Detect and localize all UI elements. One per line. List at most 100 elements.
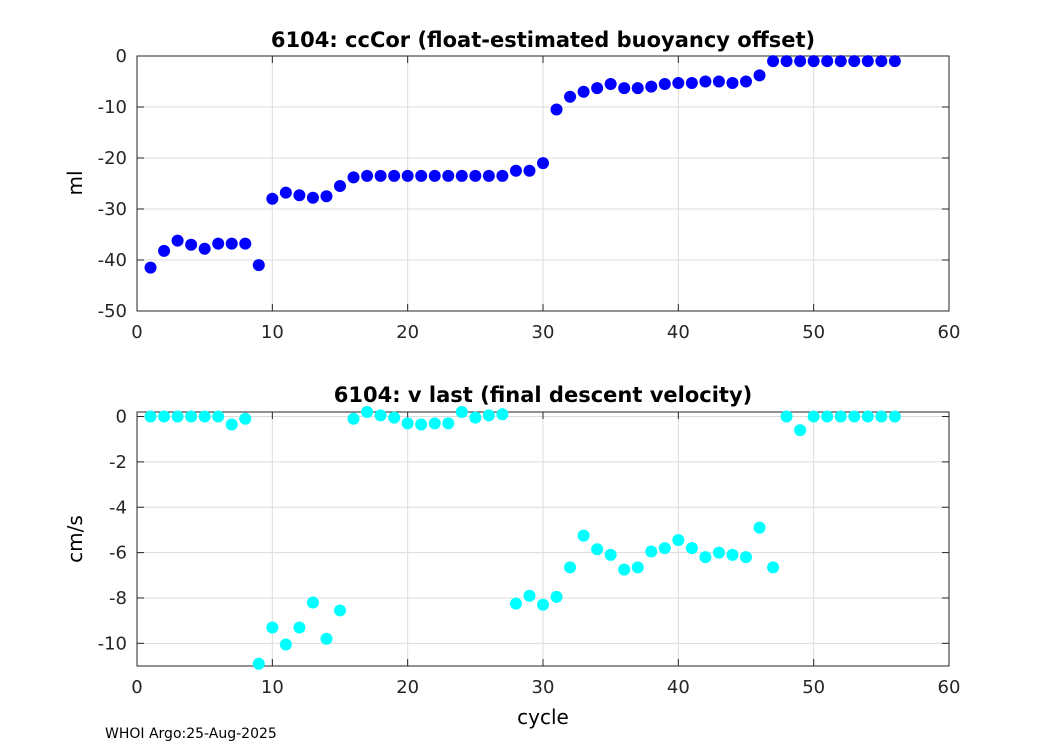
data-point	[645, 545, 658, 558]
data-point	[875, 55, 888, 68]
data-point	[469, 411, 482, 424]
y-tick-label: 0	[116, 407, 127, 428]
y-tick-label: -2	[109, 452, 127, 473]
x-tick-label: 30	[532, 322, 555, 343]
data-point	[374, 169, 387, 182]
data-point	[442, 169, 455, 182]
data-point	[401, 417, 414, 430]
data-point	[726, 77, 739, 90]
x-tick-label: 20	[396, 322, 419, 343]
data-point	[306, 191, 319, 204]
data-point	[780, 55, 793, 68]
x-tick-label: 50	[802, 677, 825, 698]
data-point	[821, 55, 834, 68]
data-point	[144, 410, 157, 423]
data-point	[320, 632, 333, 645]
data-point	[225, 418, 238, 431]
data-point	[509, 597, 522, 610]
data-point	[320, 190, 333, 203]
y-tick-label: -30	[98, 199, 127, 220]
data-point	[496, 169, 509, 182]
x-axis-label: cycle	[517, 705, 569, 729]
data-point	[618, 563, 631, 576]
data-point	[388, 411, 401, 424]
data-point	[848, 410, 861, 423]
data-point	[496, 408, 509, 421]
data-point	[212, 410, 225, 423]
data-point	[306, 596, 319, 609]
y-tick-label: -6	[109, 543, 127, 564]
data-point	[198, 410, 211, 423]
data-point	[388, 169, 401, 182]
data-point	[171, 234, 184, 247]
x-tick-label: 0	[131, 322, 142, 343]
data-point	[631, 82, 644, 95]
data-point	[645, 80, 658, 93]
data-point	[212, 237, 225, 250]
data-point	[712, 75, 725, 88]
y-axis-ticks: 0 -2 -4 -6 -8 -10	[98, 407, 949, 654]
data-point	[252, 259, 265, 272]
data-point	[848, 55, 861, 68]
data-point	[428, 417, 441, 430]
data-point	[266, 192, 279, 205]
data-point	[171, 410, 184, 423]
data-point	[239, 412, 252, 425]
y-tick-label: -50	[98, 301, 127, 322]
chart-title: 6104: ccCor (float-estimated buoyancy of…	[271, 28, 815, 52]
data-point	[577, 529, 590, 542]
data-point	[699, 75, 712, 88]
data-point	[252, 657, 265, 670]
x-tick-label: 50	[802, 322, 825, 343]
x-tick-label: 60	[938, 322, 961, 343]
chart-title: 6104: v last (final descent velocity)	[334, 383, 752, 407]
data-series-ccCor	[144, 55, 901, 274]
data-point	[415, 418, 428, 431]
data-point	[334, 604, 346, 617]
data-point	[347, 171, 360, 184]
x-tick-label: 40	[667, 322, 690, 343]
y-tick-label: 0	[116, 46, 127, 67]
data-point	[293, 621, 306, 634]
data-point	[347, 412, 360, 425]
data-point	[591, 82, 604, 95]
y-tick-label: -4	[109, 497, 127, 518]
data-point	[780, 410, 793, 423]
data-point	[279, 186, 292, 199]
data-point	[685, 77, 698, 90]
data-point	[523, 164, 536, 177]
data-point	[455, 406, 468, 418]
data-point	[564, 561, 577, 574]
data-point	[794, 55, 807, 68]
y-axis-ticks: 0 -10 -20 -30 -40 -50	[98, 46, 949, 322]
data-point	[361, 406, 374, 418]
data-point	[144, 261, 157, 274]
data-point	[469, 169, 482, 182]
data-point	[428, 169, 441, 182]
data-point	[618, 82, 631, 95]
y-tick-label: -20	[98, 148, 127, 169]
data-point	[740, 551, 752, 564]
data-point	[482, 409, 495, 422]
data-point	[442, 417, 455, 430]
data-point	[523, 589, 536, 602]
y-tick-label: -40	[98, 250, 127, 271]
data-point	[807, 410, 820, 423]
data-point	[631, 561, 644, 574]
data-point	[509, 164, 522, 177]
data-point	[861, 410, 874, 423]
x-tick-label: 20	[396, 677, 419, 698]
data-point	[821, 410, 834, 423]
y-tick-label: -10	[98, 633, 127, 654]
data-point	[834, 410, 847, 423]
data-point	[740, 75, 752, 88]
data-point	[604, 78, 617, 91]
descent-velocity-chart: 6104: v last (final descent velocity) 0 1…	[63, 383, 960, 729]
data-point	[726, 548, 739, 561]
data-point	[564, 90, 577, 103]
data-point	[672, 534, 685, 547]
y-tick-label: -8	[109, 588, 127, 609]
data-point	[537, 598, 549, 611]
data-point	[482, 169, 495, 182]
